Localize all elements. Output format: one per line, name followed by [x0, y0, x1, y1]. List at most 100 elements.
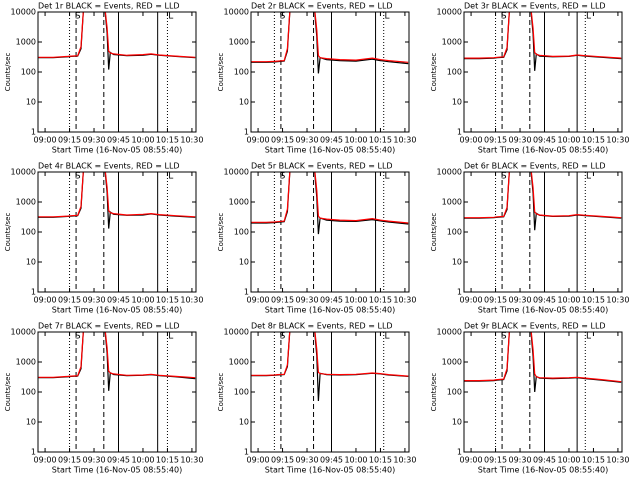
annotation: S [501, 172, 507, 182]
y-axis-label: Counts/sec [430, 373, 438, 412]
series-line [251, 332, 409, 377]
plot-area [464, 332, 622, 452]
y-tick-label: 1000 [16, 198, 36, 207]
x-tick-label: 10:30 [393, 136, 416, 145]
y-tick-label: 10 [452, 98, 462, 107]
plot-frame [463, 171, 623, 293]
y-tick-label: 1 [31, 448, 36, 457]
chart-title: Det 9r BLACK = Events, RED = LLD [464, 322, 606, 331]
x-axis-label: Start Time (16-Nov-05 08:55:40) [478, 146, 608, 155]
x-tick-label: 09:00 [247, 296, 270, 305]
plot-frame [463, 331, 623, 453]
panel: Det 4r BLACK = Events, RED = LLD Counts/s… [4, 162, 203, 315]
chart-title: Det 7r BLACK = Events, RED = LLD [38, 322, 180, 331]
x-tick-label: 09:30 [82, 456, 105, 465]
chart-title: Det 3r BLACK = Events, RED = LLD [464, 2, 606, 11]
x-tick-label: 09:30 [82, 296, 105, 305]
x-tick-label: 09:00 [34, 296, 57, 305]
y-tick-label: 10000 [224, 328, 249, 337]
y-tick-label: 1000 [442, 358, 462, 367]
x-tick-label: 10:30 [180, 136, 203, 145]
y-tick-label: 100 [447, 68, 462, 77]
y-tick-label: 100 [21, 228, 36, 237]
y-tick-label: 1000 [229, 358, 249, 367]
annotation: L [586, 172, 591, 182]
panel: Det 1r BLACK = Events, RED = LLD Counts/s… [4, 2, 203, 155]
x-tick-label: 10:15 [582, 296, 605, 305]
plot-area [251, 332, 409, 452]
y-tick-label: 10000 [224, 168, 249, 177]
x-tick-label: 09:00 [460, 136, 483, 145]
y-tick-label: 10 [239, 98, 249, 107]
y-tick-label: 1 [244, 288, 249, 297]
x-tick-label: 10:15 [156, 296, 179, 305]
plot-area [251, 172, 409, 292]
x-tick-label: 10:30 [606, 296, 629, 305]
x-tick-label: 09:30 [508, 136, 531, 145]
y-tick-label: 10000 [11, 8, 36, 17]
x-tick-label: 09:45 [533, 296, 556, 305]
x-tick-label: 10:00 [344, 296, 367, 305]
panel: Det 8r BLACK = Events, RED = LLD Counts/s… [217, 322, 416, 475]
x-axis-label: Start Time (16-Nov-05 08:55:40) [52, 466, 182, 475]
x-tick-label: 09:15 [271, 456, 294, 465]
y-tick-label: 1000 [442, 38, 462, 47]
x-tick-label: 10:00 [344, 456, 367, 465]
chart-title: Det 2r BLACK = Events, RED = LLD [251, 2, 393, 11]
x-tick-label: 09:45 [107, 136, 130, 145]
plot-frame [37, 11, 197, 133]
y-tick-label: 1000 [442, 198, 462, 207]
y-tick-label: 1 [244, 128, 249, 137]
x-axis-label: Start Time (16-Nov-05 08:55:40) [265, 146, 395, 155]
y-axis-label: Counts/sec [217, 213, 225, 252]
annotation: S [280, 12, 286, 22]
x-tick-label: 09:15 [484, 296, 507, 305]
x-tick-label: 09:30 [82, 136, 105, 145]
chart-title: Det 8r BLACK = Events, RED = LLD [251, 322, 393, 331]
plot-area [38, 12, 196, 132]
y-tick-label: 100 [234, 388, 249, 397]
panel: Det 6r BLACK = Events, RED = LLD Counts/s… [430, 162, 629, 315]
x-tick-label: 09:30 [295, 456, 318, 465]
x-tick-label: 10:15 [582, 136, 605, 145]
y-tick-label: 10000 [437, 328, 462, 337]
plot-frame [250, 171, 410, 293]
y-tick-label: 10000 [437, 8, 462, 17]
annotation: L [384, 332, 389, 342]
annotation: L [586, 12, 591, 22]
x-tick-label: 09:45 [107, 296, 130, 305]
x-tick-label: 09:00 [247, 136, 270, 145]
y-tick-label: 1000 [16, 358, 36, 367]
x-tick-label: 09:00 [34, 456, 57, 465]
y-tick-label: 10000 [224, 8, 249, 17]
x-axis-label: Start Time (16-Nov-05 08:55:40) [52, 306, 182, 315]
x-tick-label: 10:15 [369, 296, 392, 305]
x-tick-label: 10:15 [156, 136, 179, 145]
x-tick-label: 10:15 [369, 136, 392, 145]
chart-title: Det 1r BLACK = Events, RED = LLD [38, 2, 180, 11]
chart-title: Det 4r BLACK = Events, RED = LLD [38, 162, 180, 171]
y-tick-label: 10000 [437, 168, 462, 177]
series-line [464, 332, 622, 383]
panel: Det 2r BLACK = Events, RED = LLD Counts/s… [217, 2, 416, 155]
series-line [38, 332, 196, 379]
x-tick-label: 09:15 [58, 136, 81, 145]
annotation: S [501, 12, 507, 22]
x-axis-label: Start Time (16-Nov-05 08:55:40) [478, 466, 608, 475]
x-tick-label: 10:15 [369, 456, 392, 465]
annotation: S [75, 172, 81, 182]
plot-frame [250, 11, 410, 133]
x-tick-label: 09:30 [508, 456, 531, 465]
plot-frame [37, 331, 197, 453]
x-tick-label: 09:15 [271, 296, 294, 305]
y-tick-label: 1 [31, 288, 36, 297]
y-tick-label: 10000 [11, 168, 36, 177]
x-tick-label: 10:00 [344, 136, 367, 145]
x-tick-label: 10:30 [393, 456, 416, 465]
x-tick-label: 09:45 [320, 456, 343, 465]
panel: Det 7r BLACK = Events, RED = LLD Counts/s… [4, 322, 203, 475]
y-tick-label: 1000 [229, 198, 249, 207]
annotation: S [75, 12, 81, 22]
x-axis-label: Start Time (16-Nov-05 08:55:40) [265, 466, 395, 475]
x-tick-label: 09:15 [271, 136, 294, 145]
